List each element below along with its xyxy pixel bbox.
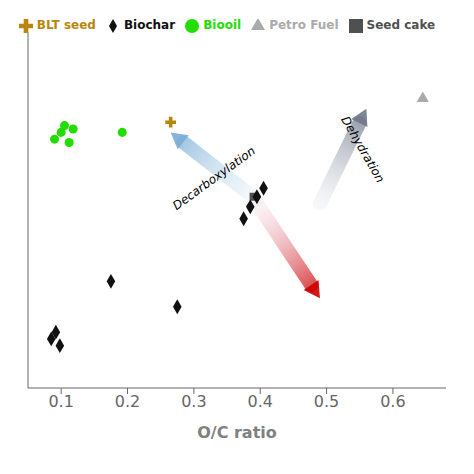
svg-text:Dehydration: Dehydration (338, 114, 387, 185)
svg-text:O/C ratio: O/C ratio (197, 423, 277, 442)
svg-text:0.4: 0.4 (247, 392, 272, 411)
svg-text:0.6: 0.6 (380, 392, 405, 411)
html-text:Biooil: Biooil (203, 18, 242, 32)
html-text:BLT seed: BLT seed (36, 18, 96, 32)
svg-text:Decarboxylation: Decarboxylation (170, 144, 258, 213)
html-text:Seed cake: Seed cake (366, 18, 436, 32)
svg-text:0.2: 0.2 (115, 392, 140, 411)
svg-text:0.3: 0.3 (181, 392, 206, 411)
svg-text:0.5: 0.5 (314, 392, 339, 411)
svg-text:0.1: 0.1 (48, 392, 73, 411)
html-text:Petro Fuel: Petro Fuel (269, 18, 339, 32)
html-text:Biochar: Biochar (124, 18, 176, 32)
